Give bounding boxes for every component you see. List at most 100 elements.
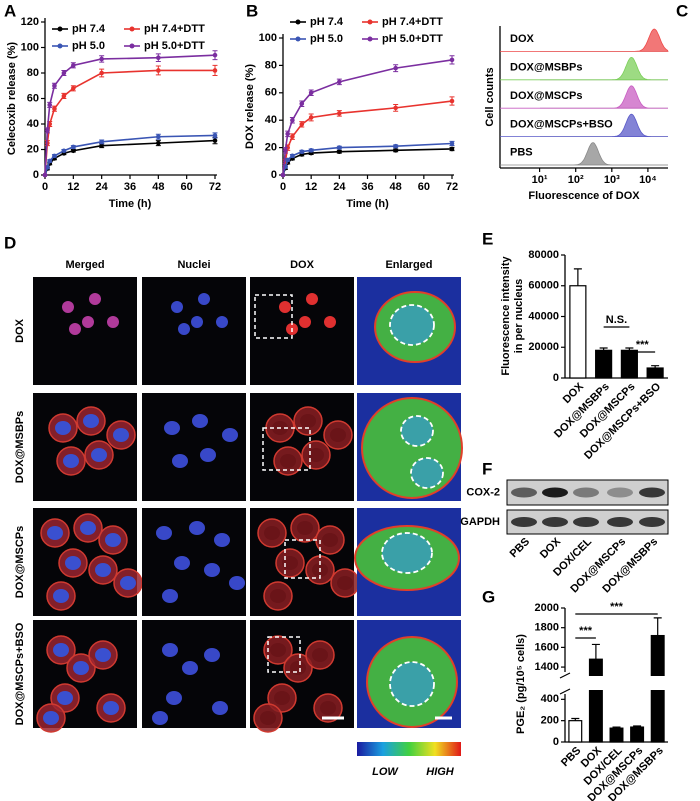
y-tick-label: 40000 [528, 310, 559, 322]
nucleus [222, 428, 238, 442]
nucleus [297, 521, 313, 535]
panel-label: A [4, 1, 16, 20]
nucleus [274, 691, 290, 705]
nucleus [120, 576, 136, 590]
legend-label: pH 7.4+DTT [382, 16, 443, 28]
nucleus [43, 711, 59, 725]
bar [609, 727, 624, 743]
nucleus [95, 563, 111, 577]
lane-label: PBS [508, 536, 532, 560]
nucleus [53, 643, 69, 657]
data-point [449, 57, 455, 63]
nucleus [107, 316, 119, 328]
annotation: N.S. [606, 314, 627, 326]
series-line [44, 69, 215, 176]
y-axis-label: in per nucleus [513, 279, 525, 354]
break-mark [559, 672, 571, 695]
legend-label: pH 5.0 [310, 33, 343, 45]
band [511, 517, 537, 527]
nucleus [282, 556, 298, 570]
nucleus [270, 589, 286, 603]
nucleus [290, 661, 306, 675]
x-tick-label: 10⁴ [639, 174, 657, 186]
series-line [282, 148, 453, 176]
panel-label: F [482, 459, 492, 478]
data-point [212, 68, 218, 73]
error-bar [599, 347, 608, 351]
colorbar [357, 742, 461, 756]
row-label: DOX@MSBPs [510, 62, 582, 74]
legend-marker [367, 19, 373, 25]
data-point [212, 52, 218, 58]
x-tick-label: 60 [181, 181, 193, 193]
data-point [337, 79, 342, 85]
data-point [299, 101, 305, 107]
bar [568, 720, 583, 743]
band [511, 487, 537, 498]
bar [595, 349, 613, 379]
y-tick-label: 2000 [535, 602, 559, 614]
data-point [299, 122, 305, 127]
nucleus [212, 701, 228, 715]
nucleus-outline [389, 304, 435, 346]
y-tick-label: 0 [271, 169, 277, 181]
panel-label: G [482, 587, 495, 606]
data-point [449, 146, 455, 152]
nucleus [270, 643, 286, 657]
micrograph [142, 393, 246, 501]
band [607, 487, 633, 498]
nucleus [95, 648, 111, 662]
series-line [44, 54, 216, 176]
x-tick-label: PBS [559, 745, 583, 769]
column-header: Nuclei [177, 259, 210, 271]
data-point [71, 148, 76, 154]
legend-label: pH 7.4 [72, 23, 106, 35]
data-point [71, 63, 76, 68]
nucleus [320, 701, 336, 715]
row-label: PBS [510, 147, 533, 159]
micrograph [33, 277, 137, 385]
data-point [99, 139, 104, 145]
y-tick-label: 120 [21, 16, 39, 28]
annotation: *** [579, 625, 593, 637]
row-label: DOX@MSCPs [14, 526, 26, 598]
nucleus [324, 316, 336, 328]
band [639, 487, 665, 498]
y-tick-label: 60 [265, 87, 277, 99]
bar [630, 726, 645, 743]
nucleus [65, 556, 81, 570]
data-point [52, 153, 57, 159]
error-bar [573, 268, 582, 286]
nucleus [166, 691, 182, 705]
nucleus [182, 661, 198, 675]
data-point [61, 93, 67, 99]
y-tick-label: 0 [553, 736, 559, 748]
y-axis-label: DOX release (%) [244, 64, 256, 149]
nucleus-outline [389, 661, 435, 707]
y-tick-label: 60000 [528, 280, 559, 292]
nucleus [62, 301, 74, 313]
error-bar [633, 725, 642, 728]
y-tick-label: 1800 [535, 622, 559, 634]
error-bar [591, 643, 600, 660]
zoom-box [267, 636, 301, 673]
data-point [52, 83, 57, 89]
nucleus [47, 526, 63, 540]
blot-label: COX-2 [466, 486, 500, 498]
x-tick-label: 60 [418, 181, 430, 193]
band [573, 487, 599, 498]
nucleus [204, 563, 220, 577]
x-tick-label: 10² [568, 174, 584, 186]
legend-label: pH 7.4 [310, 16, 344, 28]
column-header: Merged [65, 259, 104, 271]
row-label: DOX@MSBPs [14, 411, 26, 483]
nucleus [200, 448, 216, 462]
nucleus-outline [381, 532, 433, 574]
nucleus [171, 301, 183, 313]
data-point [337, 145, 342, 150]
series-line [282, 142, 453, 176]
band [573, 517, 599, 527]
histogram [500, 28, 669, 52]
row-label: DOX [510, 33, 535, 45]
